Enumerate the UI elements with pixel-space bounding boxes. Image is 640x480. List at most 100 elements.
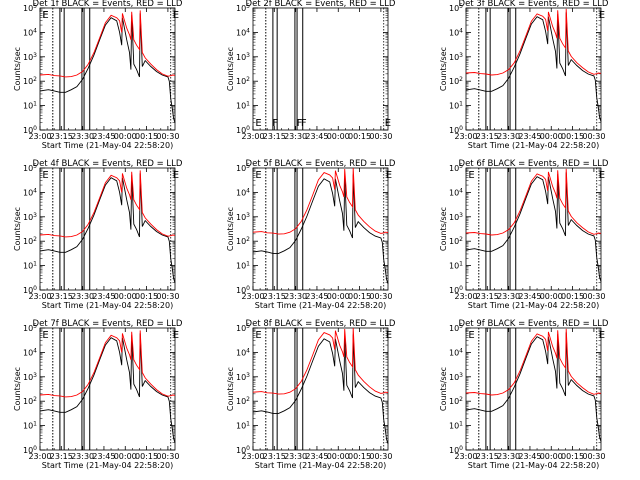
y-tick-base: 10	[449, 77, 459, 86]
y-tick-base: 10	[449, 348, 459, 357]
y-tick-exponent: 4	[246, 27, 250, 34]
x-tick-label: 23:15	[476, 452, 499, 461]
y-tick-base: 10	[449, 262, 459, 271]
events-series-line	[465, 172, 602, 282]
x-tick-label: 00:30	[156, 452, 179, 461]
events-series-line	[252, 334, 389, 444]
y-tick-label: 100	[23, 285, 37, 295]
y-tick-base: 10	[23, 102, 33, 111]
y-tick-exponent: 2	[459, 76, 463, 83]
y-tick-label: 105	[23, 323, 37, 333]
x-tick-label: 00:30	[369, 292, 392, 301]
y-tick-label: 104	[23, 347, 37, 357]
panel-title: Det 4f BLACK = Events, RED = LLD	[33, 159, 183, 169]
panel-title: Det 8f BLACK = Events, RED = LLD	[246, 319, 396, 329]
panel-title: Det 7f BLACK = Events, RED = LLD	[33, 319, 183, 329]
x-tick-label: 23:00	[28, 292, 51, 301]
x-tick-label: 23:30	[497, 452, 520, 461]
y-tick-exponent: 5	[33, 323, 37, 330]
x-tick-label: 23:00	[454, 132, 477, 141]
events-series-line	[39, 173, 176, 283]
y-axis-label: Counts/sec	[226, 47, 235, 91]
y-tick-label: 101	[236, 421, 250, 431]
y-tick-base: 10	[236, 213, 246, 222]
y-tick-base: 10	[449, 102, 459, 111]
y-tick-exponent: 1	[459, 261, 463, 268]
y-tick-exponent: 1	[246, 101, 250, 108]
y-tick-base: 10	[236, 397, 246, 406]
y-tick-exponent: 2	[246, 396, 250, 403]
y-tick-label: 100	[449, 445, 463, 455]
x-tick-label: 23:30	[284, 452, 307, 461]
y-tick-exponent: 5	[246, 3, 250, 10]
lld-series-line	[465, 8, 602, 76]
panel-title: Det 3f BLACK = Events, RED = LLD	[459, 0, 609, 9]
y-tick-label: 102	[236, 396, 250, 406]
flag-label: F	[42, 10, 48, 21]
y-tick-base: 10	[236, 188, 246, 197]
panel-det-3: Det 3f BLACK = Events, RED = LLD23:0023:…	[439, 0, 609, 150]
y-tick-label: 102	[23, 76, 37, 86]
y-tick-base: 10	[236, 373, 246, 382]
plot-frame	[39, 327, 176, 451]
y-tick-exponent: 5	[459, 3, 463, 10]
panel-title: Det 2f BLACK = Events, RED = LLD	[246, 0, 396, 9]
y-tick-label: 101	[23, 101, 37, 111]
x-axis-label: Start Time (21-May-04 22:58:20)	[468, 301, 599, 310]
events-series-line	[39, 333, 176, 443]
y-tick-label: 101	[23, 421, 37, 431]
y-tick-label: 100	[23, 445, 37, 455]
y-tick-exponent: 3	[246, 212, 250, 219]
x-tick-label: 00:00	[540, 132, 563, 141]
y-tick-exponent: 5	[246, 163, 250, 170]
y-axis-label: Counts/sec	[13, 367, 22, 411]
y-tick-exponent: 4	[459, 187, 463, 194]
lld-series-line	[465, 328, 602, 396]
events-series-line	[252, 174, 389, 284]
y-tick-exponent: 4	[459, 27, 463, 34]
y-tick-base: 10	[236, 348, 246, 357]
panel-title: Det 1f BLACK = Events, RED = LLD	[33, 0, 183, 9]
x-tick-label: 00:00	[540, 452, 563, 461]
panel-det-2: Det 2f BLACK = Events, RED = LLD23:0023:…	[226, 0, 396, 141]
y-tick-base: 10	[236, 237, 246, 246]
y-tick-exponent: 5	[246, 323, 250, 330]
y-axis-label: Counts/sec	[13, 207, 22, 251]
y-tick-label: 102	[449, 76, 463, 86]
y-tick-label: 105	[449, 323, 463, 333]
flag-label: E	[599, 330, 605, 341]
y-tick-label: 105	[449, 3, 463, 13]
y-tick-base: 10	[23, 4, 33, 13]
plot-frame	[465, 7, 602, 131]
y-tick-exponent: 3	[459, 52, 463, 59]
panel-det-8: Det 8f BLACK = Events, RED = LLD23:0023:…	[226, 319, 396, 470]
y-axis-label: Counts/sec	[226, 207, 235, 251]
y-tick-base: 10	[236, 446, 246, 455]
y-tick-base: 10	[23, 373, 33, 382]
x-tick-label: 00:15	[561, 132, 584, 141]
y-tick-base: 10	[23, 262, 33, 271]
x-axis-label: Start Time (21-May-04 22:58:20)	[42, 301, 173, 310]
y-tick-base: 10	[236, 126, 246, 135]
x-tick-label: 23:30	[284, 132, 307, 141]
x-tick-label: 00:15	[135, 292, 158, 301]
y-tick-label: 104	[449, 27, 463, 37]
events-series-line	[465, 332, 602, 442]
y-tick-exponent: 0	[33, 125, 37, 132]
x-tick-label: 23:00	[454, 452, 477, 461]
x-tick-label: 23:15	[50, 452, 73, 461]
y-tick-base: 10	[23, 164, 33, 173]
y-tick-exponent: 0	[246, 285, 250, 292]
x-tick-label: 23:15	[263, 452, 286, 461]
x-tick-label: 23:30	[497, 292, 520, 301]
x-tick-label: 00:00	[327, 452, 350, 461]
y-axis-label: Counts/sec	[226, 367, 235, 411]
y-tick-base: 10	[23, 213, 33, 222]
y-axis-label: Counts/sec	[439, 367, 448, 411]
flag-label: E	[599, 170, 605, 181]
x-tick-label: 00:30	[582, 132, 605, 141]
x-tick-label: 23:45	[305, 452, 328, 461]
y-tick-exponent: 2	[246, 76, 250, 83]
y-tick-base: 10	[23, 126, 33, 135]
y-tick-base: 10	[236, 324, 246, 333]
